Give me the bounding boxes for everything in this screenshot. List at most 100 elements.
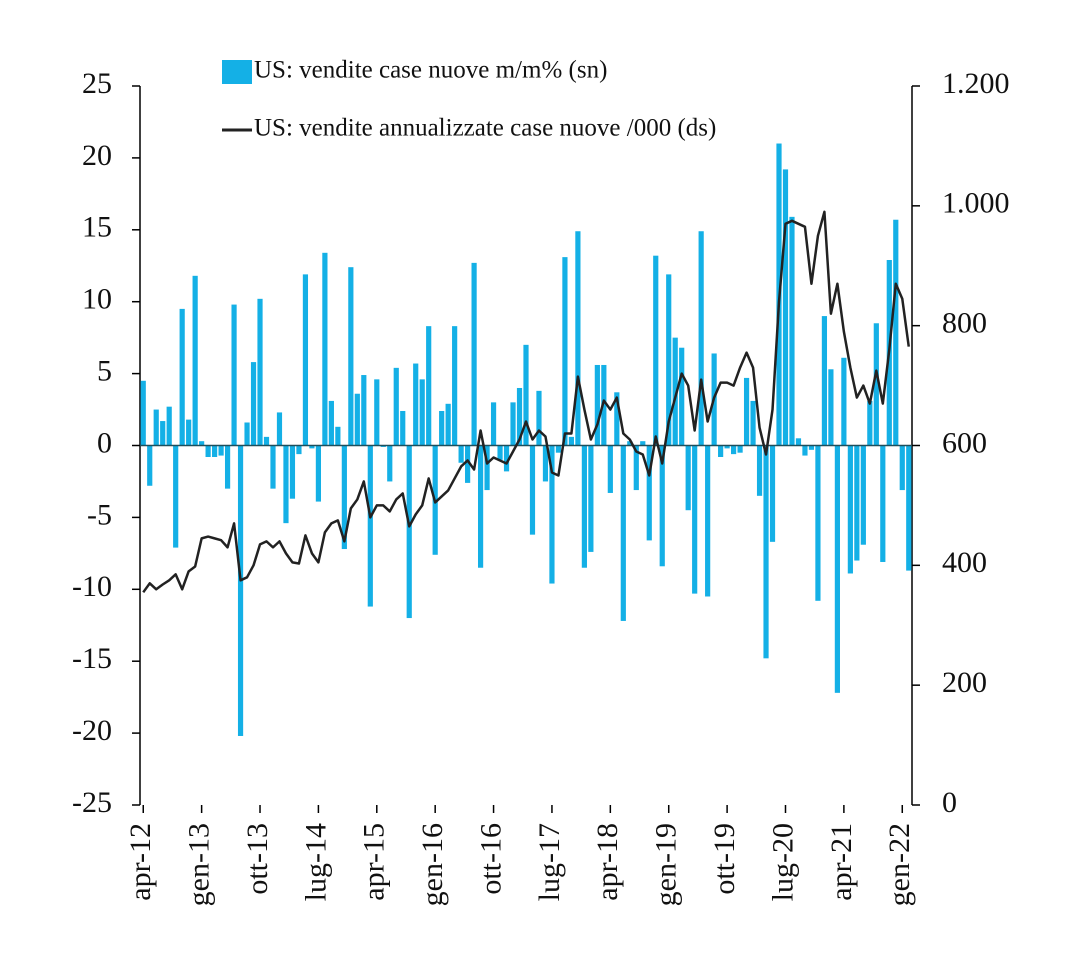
y-tick-label: 0: [97, 426, 112, 459]
bar: [750, 400, 756, 446]
bar: [802, 445, 808, 456]
bar: [147, 445, 153, 486]
y2-tick-label: 1.000: [942, 187, 1010, 220]
bar: [614, 392, 620, 446]
bar: [769, 445, 776, 542]
bar: [367, 445, 373, 607]
bar: [724, 445, 730, 449]
bar: [322, 252, 328, 446]
bar: [419, 379, 425, 446]
x-tick-label: ott-19: [708, 823, 741, 895]
bar: [815, 445, 821, 601]
bar: [413, 363, 419, 446]
bar: [465, 445, 471, 483]
y2-tick-label: 1.200: [942, 67, 1010, 100]
bar: [620, 445, 626, 621]
bar: [808, 445, 815, 450]
bar: [607, 445, 613, 493]
bar: [763, 445, 769, 659]
bar: [199, 441, 205, 446]
bar: [756, 445, 763, 496]
y2-tick-label: 200: [942, 666, 987, 699]
bar: [575, 231, 581, 446]
bar: [257, 298, 263, 446]
legend-label: US: vendite annualizzate case nuove /000…: [254, 115, 716, 142]
bar: [906, 445, 912, 571]
bar: [743, 377, 750, 446]
x-tick-label: lug-20: [766, 823, 799, 901]
bar: [335, 426, 341, 446]
bar: [588, 445, 594, 552]
bar: [899, 445, 905, 491]
bar: [666, 274, 672, 446]
bar: [880, 445, 886, 562]
bar: [653, 255, 659, 446]
bar: [224, 445, 231, 489]
bar: [705, 445, 711, 597]
bar: [490, 402, 497, 446]
bar: [374, 379, 380, 446]
y2-tick-label: 0: [942, 786, 957, 819]
y2-tick-label: 800: [942, 307, 987, 340]
bar: [867, 400, 873, 446]
bar: [828, 369, 834, 446]
bar: [302, 274, 309, 446]
bar: [789, 216, 795, 446]
bar: [594, 364, 600, 446]
legend-label: US: vendite case nuove m/m% (sn): [254, 57, 607, 84]
x-tick-label: ott-16: [474, 823, 507, 895]
bar: [523, 344, 529, 446]
x-tick-label: gen-13: [183, 823, 216, 906]
x-tick-label: lug-17: [533, 823, 566, 901]
bar: [186, 419, 192, 446]
bar: [549, 445, 555, 584]
y-tick-label: -20: [72, 714, 112, 747]
bar: [854, 445, 860, 561]
bar: [685, 445, 691, 511]
bar: [503, 445, 510, 472]
bar: [276, 412, 283, 446]
bar: [393, 367, 399, 446]
bar: [542, 445, 549, 482]
bar: [328, 400, 334, 446]
bar: [192, 275, 198, 446]
bar: [270, 445, 276, 489]
bar: [640, 441, 646, 446]
bar: [237, 445, 244, 736]
bar: [250, 362, 257, 446]
bar: [718, 445, 724, 458]
bar: [821, 316, 828, 446]
bar: [860, 445, 866, 545]
bar: [834, 445, 840, 693]
bar: [160, 421, 166, 446]
y2-tick-label: 400: [942, 546, 987, 579]
bar: [296, 445, 302, 455]
bar: [873, 323, 879, 446]
bar: [555, 445, 562, 453]
bar: [893, 219, 899, 446]
bar: [484, 445, 490, 491]
bar: [341, 445, 347, 550]
bar: [672, 337, 678, 446]
line: [142, 210, 910, 594]
bar: [458, 445, 464, 463]
bar: [244, 422, 250, 446]
bar: [529, 445, 536, 535]
bar: [173, 445, 179, 548]
bar: [309, 445, 315, 449]
bar: [179, 308, 185, 446]
bar: [497, 445, 503, 460]
bar: [452, 326, 458, 446]
bar: [445, 403, 451, 446]
x-tick-label: apr-21: [825, 823, 858, 901]
bar: [212, 445, 218, 458]
bar: [510, 402, 516, 446]
y-tick-label: 10: [82, 283, 112, 316]
x-tick-label: gen-19: [650, 823, 683, 906]
bar: [283, 445, 289, 524]
bar: [679, 347, 685, 446]
bar: [477, 445, 484, 568]
x-tick-label: ott-13: [241, 823, 274, 895]
bar: [659, 445, 665, 567]
